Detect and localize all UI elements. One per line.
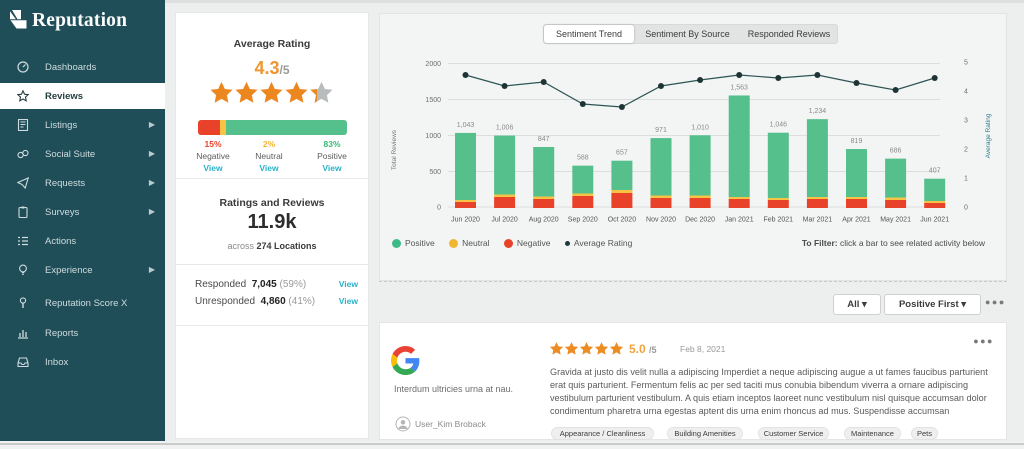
svg-text:0: 0	[437, 205, 441, 212]
svg-text:1,046: 1,046	[770, 122, 788, 129]
svg-text:1,563: 1,563	[730, 84, 748, 91]
svg-text:1,006: 1,006	[496, 125, 514, 132]
svg-text:971: 971	[655, 127, 667, 134]
svg-text:1: 1	[964, 176, 968, 183]
svg-text:Total Reviews: Total Reviews	[391, 129, 398, 170]
svg-text:5: 5	[964, 60, 968, 67]
svg-text:May 2021: May 2021	[880, 217, 911, 224]
svg-text:1,043: 1,043	[457, 122, 475, 129]
svg-text:2: 2	[964, 147, 968, 154]
svg-text:Jul 2020: Jul 2020	[491, 217, 518, 224]
svg-text:Jun 2020: Jun 2020	[451, 217, 480, 224]
svg-text:Jun 2021: Jun 2021	[920, 217, 949, 224]
svg-text:847: 847	[538, 136, 550, 143]
svg-text:657: 657	[616, 150, 628, 157]
svg-text:407: 407	[929, 168, 941, 175]
svg-text:1,234: 1,234	[809, 108, 827, 115]
svg-text:Sep 2020: Sep 2020	[568, 217, 598, 224]
svg-text:2000: 2000	[425, 61, 441, 68]
svg-text:Oct 2020: Oct 2020	[608, 217, 637, 224]
svg-text:Average Rating: Average Rating	[985, 113, 992, 158]
svg-text:Aug 2020: Aug 2020	[529, 217, 559, 224]
svg-text:Dec 2020: Dec 2020	[685, 217, 715, 224]
svg-text:Jan 2021: Jan 2021	[725, 217, 754, 224]
svg-text:Mar 2021: Mar 2021	[803, 217, 833, 224]
svg-text:Apr 2021: Apr 2021	[842, 217, 871, 224]
svg-text:500: 500	[429, 169, 441, 176]
svg-text:1500: 1500	[425, 97, 441, 104]
svg-text:588: 588	[577, 155, 589, 162]
svg-text:819: 819	[851, 138, 863, 145]
svg-text:4: 4	[964, 89, 968, 96]
svg-text:1000: 1000	[425, 133, 441, 140]
svg-text:3: 3	[964, 118, 968, 125]
svg-text:1,010: 1,010	[691, 124, 709, 131]
svg-text:Nov 2020: Nov 2020	[646, 217, 676, 224]
svg-text:0: 0	[964, 205, 968, 212]
svg-text:686: 686	[890, 148, 902, 155]
svg-text:Feb 2021: Feb 2021	[764, 217, 794, 224]
